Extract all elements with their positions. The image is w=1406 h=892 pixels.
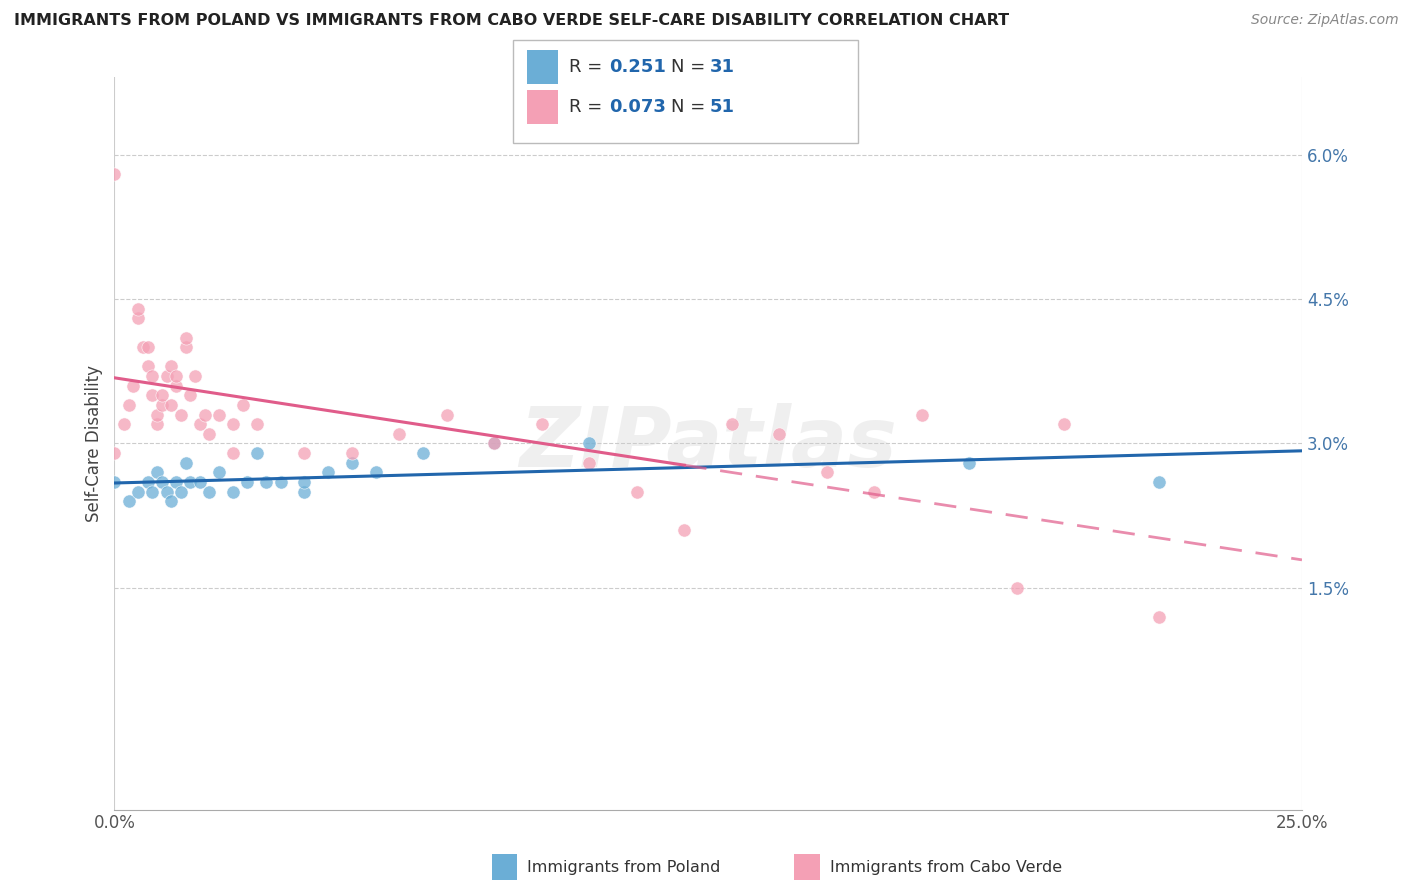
Point bbox=[174, 330, 197, 344]
Point bbox=[170, 408, 193, 422]
Point bbox=[388, 426, 411, 441]
Text: N =: N = bbox=[671, 98, 710, 116]
Text: Source: ZipAtlas.com: Source: ZipAtlas.com bbox=[1251, 13, 1399, 28]
Point bbox=[198, 426, 221, 441]
Point bbox=[170, 484, 193, 499]
Text: Immigrants from Poland: Immigrants from Poland bbox=[527, 860, 721, 874]
Point bbox=[294, 446, 316, 460]
Point bbox=[136, 340, 159, 354]
Point bbox=[222, 484, 245, 499]
Point bbox=[484, 436, 506, 450]
Point bbox=[156, 484, 179, 499]
Point bbox=[184, 369, 207, 384]
Point bbox=[959, 456, 981, 470]
Point bbox=[188, 475, 211, 489]
Point bbox=[340, 456, 363, 470]
Point bbox=[208, 408, 231, 422]
Point bbox=[270, 475, 292, 489]
Point bbox=[146, 466, 169, 480]
Point bbox=[626, 484, 648, 499]
Point bbox=[294, 484, 316, 499]
Point bbox=[484, 436, 506, 450]
Point bbox=[294, 475, 316, 489]
Point bbox=[127, 301, 149, 316]
Point bbox=[1005, 581, 1028, 595]
Point bbox=[1053, 417, 1076, 432]
Text: 31: 31 bbox=[710, 58, 735, 76]
Text: Immigrants from Cabo Verde: Immigrants from Cabo Verde bbox=[830, 860, 1062, 874]
Point bbox=[254, 475, 277, 489]
Point bbox=[436, 408, 458, 422]
Point bbox=[103, 167, 125, 181]
Point bbox=[911, 408, 934, 422]
Point bbox=[364, 466, 387, 480]
Text: 0.073: 0.073 bbox=[609, 98, 665, 116]
Text: ZIPatlas: ZIPatlas bbox=[519, 403, 897, 484]
Point bbox=[150, 388, 173, 402]
Point bbox=[246, 417, 269, 432]
Point bbox=[165, 369, 187, 384]
Point bbox=[150, 475, 173, 489]
Point bbox=[122, 378, 145, 392]
Point bbox=[103, 446, 125, 460]
Point bbox=[127, 311, 149, 326]
Point bbox=[340, 446, 363, 460]
Point bbox=[179, 388, 201, 402]
Point bbox=[146, 408, 169, 422]
Text: IMMIGRANTS FROM POLAND VS IMMIGRANTS FROM CABO VERDE SELF-CARE DISABILITY CORREL: IMMIGRANTS FROM POLAND VS IMMIGRANTS FRO… bbox=[14, 13, 1010, 29]
Y-axis label: Self-Care Disability: Self-Care Disability bbox=[86, 365, 103, 522]
Point bbox=[174, 340, 197, 354]
Point bbox=[165, 378, 187, 392]
Point bbox=[530, 417, 553, 432]
Point bbox=[412, 446, 434, 460]
Point bbox=[578, 456, 600, 470]
Text: 51: 51 bbox=[710, 98, 735, 116]
Point bbox=[198, 484, 221, 499]
Point bbox=[127, 484, 149, 499]
Point bbox=[1149, 475, 1171, 489]
Point bbox=[721, 417, 744, 432]
Point bbox=[118, 494, 141, 508]
Point bbox=[103, 475, 125, 489]
Point bbox=[236, 475, 259, 489]
Point bbox=[188, 417, 211, 432]
Text: N =: N = bbox=[671, 58, 710, 76]
Point bbox=[150, 398, 173, 412]
Point bbox=[1149, 610, 1171, 624]
Point bbox=[160, 359, 183, 374]
Text: R =: R = bbox=[569, 98, 609, 116]
Point bbox=[815, 466, 838, 480]
Text: 0.251: 0.251 bbox=[609, 58, 665, 76]
Point bbox=[232, 398, 254, 412]
Point bbox=[165, 475, 187, 489]
Point bbox=[179, 475, 201, 489]
Point bbox=[160, 494, 183, 508]
Point bbox=[222, 446, 245, 460]
Point bbox=[578, 436, 600, 450]
Point bbox=[141, 484, 163, 499]
Point bbox=[136, 475, 159, 489]
Point bbox=[208, 466, 231, 480]
Point bbox=[136, 359, 159, 374]
Point bbox=[132, 340, 155, 354]
Point bbox=[673, 523, 696, 537]
Point bbox=[141, 369, 163, 384]
Point bbox=[118, 398, 141, 412]
Point bbox=[156, 369, 179, 384]
Point bbox=[768, 426, 790, 441]
Point bbox=[194, 408, 217, 422]
Text: R =: R = bbox=[569, 58, 609, 76]
Point bbox=[160, 398, 183, 412]
Point bbox=[246, 446, 269, 460]
Point bbox=[174, 456, 197, 470]
Point bbox=[112, 417, 135, 432]
Point bbox=[222, 417, 245, 432]
Point bbox=[141, 388, 163, 402]
Point bbox=[316, 466, 339, 480]
Point bbox=[146, 417, 169, 432]
Point bbox=[863, 484, 886, 499]
